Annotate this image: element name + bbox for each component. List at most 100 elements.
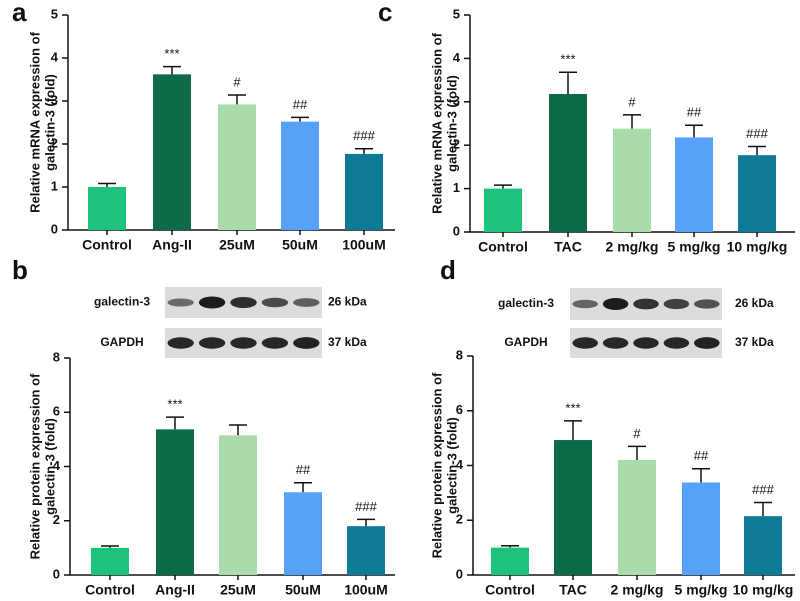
- significance-label: ##: [694, 448, 709, 463]
- blot-band: [694, 337, 720, 349]
- y-axis-label: Relative protein expression of: [27, 373, 42, 559]
- panel-label: a: [12, 0, 27, 27]
- bar: [484, 188, 522, 232]
- significance-label: ##: [687, 105, 702, 120]
- x-tick-label: Control: [485, 582, 535, 598]
- y-tick-label: 4: [453, 50, 461, 65]
- blot-band: [293, 298, 320, 307]
- bar: [618, 460, 656, 575]
- x-tick-label: TAC: [559, 582, 587, 598]
- bar: [219, 435, 257, 575]
- blot-name: galectin-3: [94, 295, 150, 309]
- blot-band: [230, 337, 257, 349]
- y-axis-label: galectin-3 (fold): [42, 74, 57, 171]
- blot-name: GAPDH: [100, 335, 143, 349]
- y-tick-label: 4: [53, 458, 61, 473]
- y-axis-label: galectin-3 (fold): [444, 417, 459, 514]
- bar: [549, 93, 587, 232]
- blot-size: 37 kDa: [735, 335, 774, 349]
- blot-band: [663, 337, 690, 349]
- blot-band: [572, 299, 598, 309]
- x-tick-label: Ang-II: [152, 237, 192, 253]
- y-tick-label: 0: [53, 566, 60, 581]
- blot-band: [293, 337, 320, 349]
- bar: [554, 440, 592, 575]
- y-tick-label: 0: [51, 221, 58, 236]
- x-tick-label: 2 mg/kg: [606, 239, 659, 255]
- x-tick-label: 25uM: [220, 582, 256, 598]
- y-tick-label: 2: [456, 512, 463, 527]
- y-tick-label: 2: [453, 137, 460, 152]
- y-axis-label: galectin-3 (fold): [42, 418, 57, 515]
- blot-band: [663, 298, 690, 310]
- bar: [91, 547, 129, 575]
- blot-band: [261, 297, 289, 308]
- significance-label: #: [628, 94, 636, 109]
- y-tick-label: 8: [53, 349, 60, 364]
- panel-label: d: [440, 255, 456, 285]
- y-axis-label: Relative mRNA expression of: [27, 31, 42, 213]
- bar: [682, 482, 720, 575]
- x-tick-label: Ang-II: [155, 582, 195, 598]
- y-axis-label: Relative mRNA expression of: [429, 32, 444, 214]
- y-tick-label: 0: [456, 566, 463, 581]
- y-tick-label: 2: [51, 135, 58, 150]
- bar-panel: a 0 1 2 3 4 5 Relative mRNA expression of galect…: [12, 0, 395, 253]
- significance-label: ###: [746, 126, 768, 141]
- bar: [345, 153, 383, 230]
- x-tick-label: 10 mg/kg: [727, 239, 788, 255]
- x-tick-label: Control: [85, 582, 135, 598]
- y-tick-label: 1: [453, 180, 460, 195]
- x-tick-label: 100uM: [342, 237, 386, 253]
- blot-size: 37 kDa: [328, 335, 367, 349]
- bar: [284, 492, 322, 575]
- blot-band: [261, 337, 289, 349]
- x-tick-label: 50uM: [285, 582, 321, 598]
- bar-panel: c 0 1 2 3 4 5 Relative mRNA expression of galect…: [378, 0, 795, 255]
- blot-name: GAPDH: [504, 335, 547, 349]
- x-tick-label: Control: [478, 239, 528, 255]
- x-tick-label: 100uM: [344, 582, 388, 598]
- x-tick-label: TAC: [554, 239, 582, 255]
- blot-band: [572, 337, 598, 349]
- significance-label: ***: [167, 397, 182, 412]
- y-tick-label: 3: [51, 92, 58, 107]
- blot-size: 26 kDa: [735, 296, 774, 310]
- y-tick-label: 2: [53, 512, 60, 527]
- x-tick-label: 50uM: [282, 237, 318, 253]
- significance-label: ***: [560, 52, 575, 67]
- x-tick-label: 10 mg/kg: [733, 582, 794, 598]
- x-tick-label: Control: [82, 237, 132, 253]
- blot-band: [230, 296, 257, 309]
- bar: [218, 104, 256, 230]
- y-axis-label: galectin-3 (fold): [444, 75, 459, 172]
- bar: [347, 526, 385, 575]
- blot-band: [633, 298, 659, 310]
- bar: [281, 121, 319, 230]
- significance-label: ##: [293, 97, 308, 112]
- significance-label: #: [633, 426, 641, 441]
- y-tick-label: 5: [51, 6, 58, 21]
- bar: [613, 128, 651, 232]
- significance-label: ###: [353, 128, 375, 143]
- bar: [675, 137, 713, 232]
- bar: [153, 74, 191, 230]
- y-tick-label: 4: [51, 49, 59, 64]
- y-tick-label: 8: [456, 347, 463, 362]
- bar: [491, 547, 529, 575]
- panel-label: b: [12, 255, 28, 285]
- y-tick-label: 3: [453, 93, 460, 108]
- significance-label: ###: [355, 499, 377, 514]
- significance-label: ##: [296, 462, 311, 477]
- y-tick-label: 6: [53, 404, 60, 419]
- significance-label: ###: [752, 482, 774, 497]
- y-tick-label: 6: [456, 402, 463, 417]
- blot-band: [167, 298, 194, 307]
- bar: [156, 429, 194, 575]
- panel-label: c: [378, 0, 392, 27]
- blot-band: [167, 337, 194, 349]
- blot-name: galectin-3: [498, 296, 554, 310]
